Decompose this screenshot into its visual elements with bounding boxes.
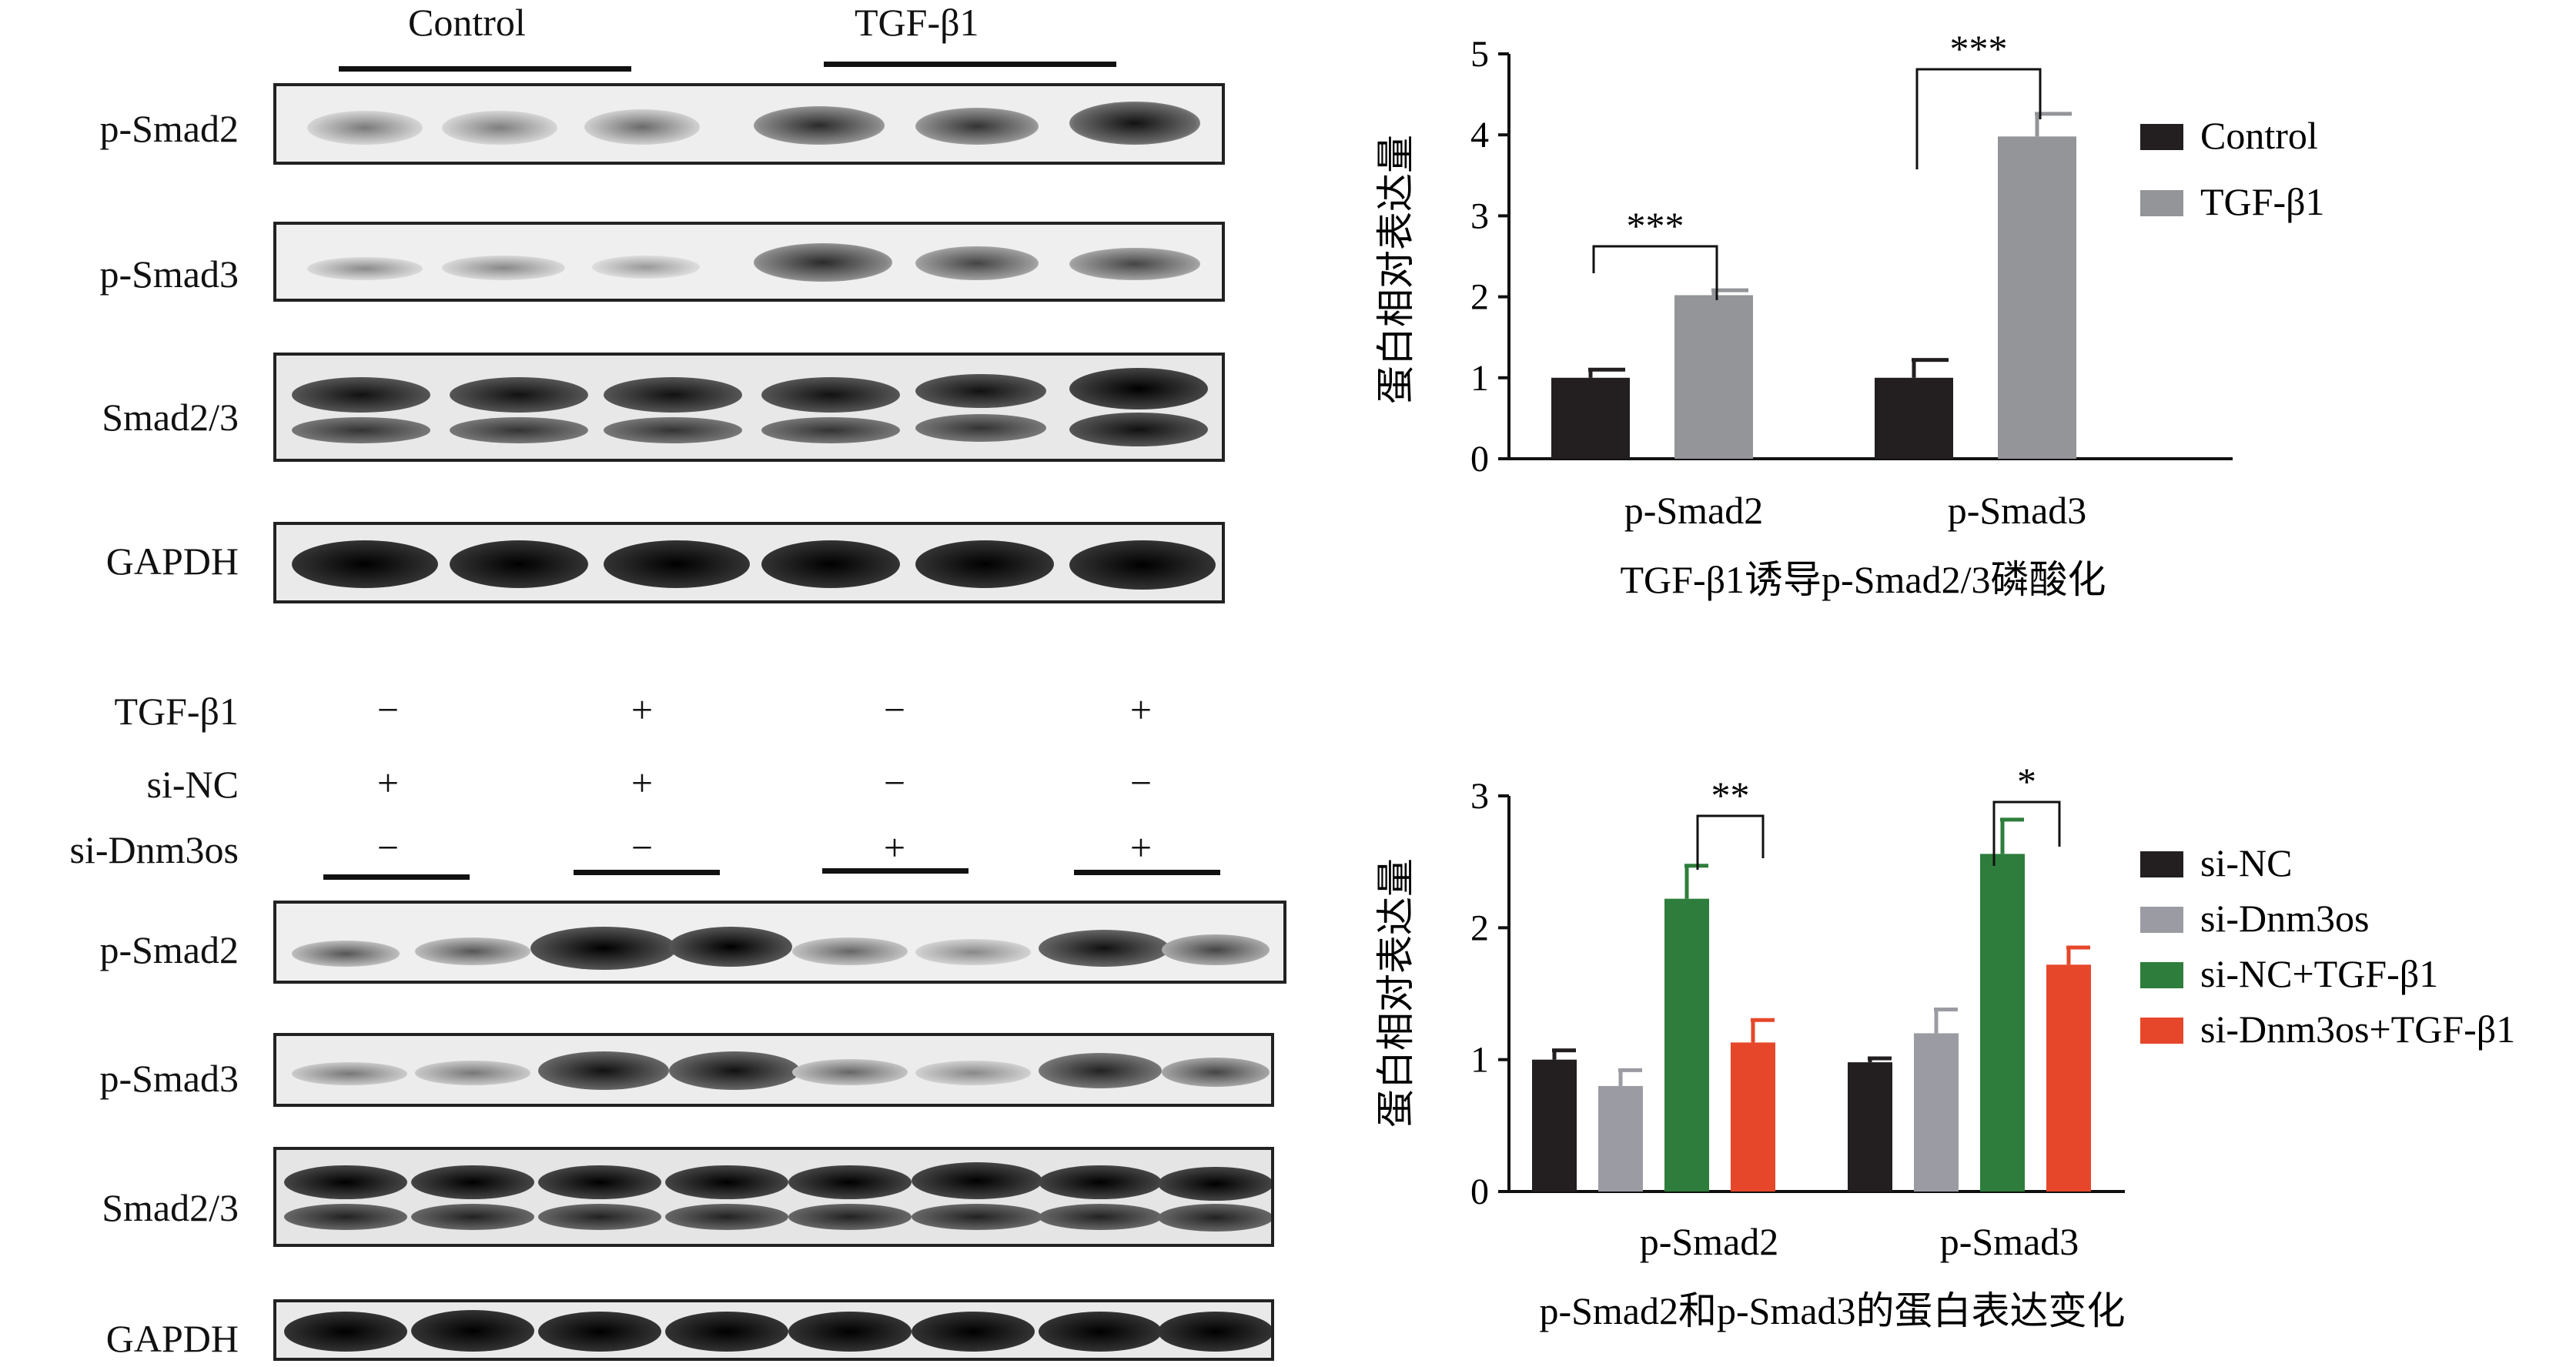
bar-si-NC+TGF-β1 xyxy=(1980,854,2025,1192)
row-label-p-smad3-b: p-Smad3 xyxy=(99,1057,239,1100)
x-tick-label-p-smad3: p-Smad3 xyxy=(1948,489,2087,532)
bar-si-Dnm3os+TGF-β1 xyxy=(1731,1042,1775,1192)
bar-si-Dnm3os xyxy=(1914,1033,1959,1192)
blot-strip-p-smad3 xyxy=(273,222,1225,302)
condition-label-tgf: TGF-β1 xyxy=(114,690,239,733)
bar-si-NC xyxy=(1532,1059,1577,1192)
lane-bar-2 xyxy=(574,870,720,875)
bar-si-NC+TGF-β1 xyxy=(1664,898,1709,1192)
blot-strip-gapdh-b xyxy=(273,1299,1274,1361)
chart-title: TGF-β1诱导p-Smad2/3磷酸化 xyxy=(1621,558,2106,601)
significance-label: * xyxy=(2017,760,2036,803)
row-label-p-smad2: p-Smad2 xyxy=(99,107,239,150)
group-bar-control xyxy=(339,66,631,72)
lane-bar-1 xyxy=(323,874,470,880)
group-label-control: Control xyxy=(408,1,526,44)
sign-si-dnm3os-1: − xyxy=(376,826,400,869)
bar-si-Dnm3os xyxy=(1598,1085,1643,1192)
legend-label-TGF-β1: TGF-β1 xyxy=(2200,180,2325,223)
sign-si-dnm3os-4: + xyxy=(1129,826,1153,869)
legend-label-si-NC: si-NC xyxy=(2200,841,2292,884)
blot-strip-p-smad2-b xyxy=(273,901,1286,984)
row-label-p-smad2-b: p-Smad2 xyxy=(99,928,239,971)
sign-si-dnm3os-2: − xyxy=(631,826,654,869)
y-tick-label: 1 xyxy=(1470,358,1489,399)
row-label-gapdh-b: GAPDH xyxy=(105,1317,239,1360)
legend-swatch-Control xyxy=(2140,124,2183,150)
sign-si-dnm3os-3: + xyxy=(883,826,906,869)
lane-bar-3 xyxy=(822,868,969,874)
row-label-smad2-3-b: Smad2/3 xyxy=(102,1186,239,1229)
bar-TGF-β1 xyxy=(1998,136,2076,459)
legend-label-si-Dnm3os: si-Dnm3os xyxy=(2200,897,2369,940)
group-bar-tgf xyxy=(824,62,1116,67)
y-tick-label: 5 xyxy=(1470,34,1489,75)
lane-bar-4 xyxy=(1074,870,1220,875)
sign-si-nc-1: + xyxy=(376,761,400,804)
row-label-p-smad3: p-Smad3 xyxy=(99,252,239,296)
group-label-tgf: TGF-β1 xyxy=(855,1,979,44)
legend-swatch-TGF-β1 xyxy=(2140,190,2183,216)
sign-si-nc-2: + xyxy=(631,761,654,804)
legend-swatch-si-Dnm3os xyxy=(2140,907,2183,933)
y-tick-label: 3 xyxy=(1470,776,1489,817)
sign-tgf-4: + xyxy=(1129,688,1153,731)
y-tick-label: 2 xyxy=(1470,277,1489,318)
condition-label-si-nc: si-NC xyxy=(146,763,239,806)
x-tick-label-p-smad2: p-Smad2 xyxy=(1624,489,1764,532)
x-tick-label-p-smad2: p-Smad2 xyxy=(1640,1220,1779,1263)
y-tick-label: 0 xyxy=(1470,439,1489,480)
significance-bracket xyxy=(1696,814,1765,870)
y-tick-label: 0 xyxy=(1470,1171,1489,1212)
sign-si-nc-4: − xyxy=(1129,761,1153,804)
y-axis-label: 蛋白相对表达量 xyxy=(1374,858,1417,1128)
significance-bracket xyxy=(1992,800,2061,866)
significance-bracket xyxy=(1915,68,2042,169)
row-label-gapdh: GAPDH xyxy=(105,540,239,583)
sign-tgf-3: − xyxy=(883,688,906,731)
bar-si-Dnm3os+TGF-β1 xyxy=(2046,964,2091,1192)
sign-si-nc-3: − xyxy=(883,761,906,804)
legend-label-si-NC+TGF-β1: si-NC+TGF-β1 xyxy=(2200,952,2438,995)
significance-bracket xyxy=(1592,245,1718,300)
y-axis-label: 蛋白相对表达量 xyxy=(1374,135,1417,404)
sign-tgf-1: − xyxy=(376,688,400,731)
legend-swatch-si-Dnm3os+TGF-β1 xyxy=(2140,1018,2183,1044)
y-tick-label: 1 xyxy=(1470,1040,1489,1081)
bar-chart-tgf-induction: 0 1 2 3 4 5 *** *** Control TGF-β1 蛋白相对表达量 p-Sm… xyxy=(1374,27,2325,601)
y-tick-label: 3 xyxy=(1470,196,1489,236)
significance-label: *** xyxy=(1950,27,2008,70)
row-label-smad2-3: Smad2/3 xyxy=(102,396,239,439)
sign-tgf-2: + xyxy=(631,688,654,731)
blot-strip-gapdh xyxy=(273,522,1225,603)
blot-strip-p-smad3-b xyxy=(273,1033,1274,1107)
blot-strip-smad2-3-b xyxy=(273,1147,1274,1247)
bar-TGF-β1 xyxy=(1674,295,1753,459)
legend-label-Control: Control xyxy=(2200,114,2318,157)
chart-title: p-Smad2和p-Smad3的蛋白表达变化 xyxy=(1539,1289,2125,1332)
y-tick-label: 2 xyxy=(1470,907,1489,948)
y-tick-label: 4 xyxy=(1470,115,1489,155)
significance-label: ** xyxy=(1711,774,1750,817)
bar-si-NC xyxy=(1848,1062,1892,1192)
significance-label: *** xyxy=(1627,204,1684,247)
bar-Control xyxy=(1875,377,1953,459)
legend-swatch-si-NC xyxy=(2140,851,2183,877)
legend-label-si-Dnm3os+TGF-β1: si-Dnm3os+TGF-β1 xyxy=(2200,1008,2515,1051)
blot-strip-p-smad2 xyxy=(273,83,1225,165)
bar-Control xyxy=(1551,377,1630,459)
legend-swatch-si-NC+TGF-β1 xyxy=(2140,962,2183,988)
x-tick-label-p-smad3: p-Smad3 xyxy=(1940,1220,2079,1263)
condition-label-si-dnm3os: si-Dnm3os xyxy=(69,828,239,871)
blot-strip-smad2-3 xyxy=(273,353,1225,462)
